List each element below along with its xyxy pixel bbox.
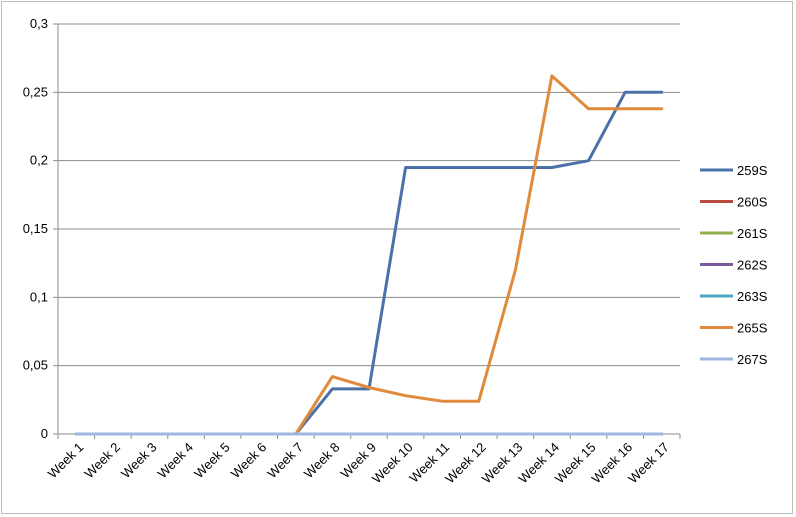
x-tick-label: Week 8 [301, 440, 343, 482]
x-tick-label: Week 7 [264, 440, 306, 482]
y-tick-label: 0,25 [23, 84, 48, 99]
x-tick-label: Week 17 [625, 440, 672, 487]
legend-label: 261S [737, 226, 768, 241]
legend-label: 265S [737, 321, 768, 336]
y-tick-label: 0,1 [30, 289, 48, 304]
y-axis-ticks: 0 0,05 0,1 0,15 0,2 0,25 0,3 [23, 16, 58, 441]
legend-label: 262S [737, 258, 768, 273]
y-tick-label: 0 [41, 426, 48, 441]
legend-label: 259S [737, 163, 768, 178]
x-tick-label: Week 5 [191, 440, 233, 482]
gridlines [58, 23, 680, 367]
legend-label: 260S [737, 195, 768, 210]
y-tick-label: 0,15 [23, 221, 48, 236]
series-line-259S [74, 90, 664, 436]
y-tick-label: 0,05 [23, 358, 48, 373]
legend: 259S 260S 261S 262S 263S 265S 267S [700, 163, 768, 367]
x-tick-label: Week 6 [228, 440, 270, 482]
x-tick-label: Week 2 [81, 440, 123, 482]
x-tick-label: Week 10 [369, 440, 416, 487]
x-tick-label: Week 1 [45, 440, 87, 482]
legend-label: 267S [737, 352, 768, 367]
y-tick-label: 0,3 [30, 16, 48, 31]
x-tick-label: Week 3 [118, 440, 160, 482]
legend-label: 263S [737, 289, 768, 304]
x-tick-label: Week 4 [155, 440, 197, 482]
series-lines [74, 74, 664, 436]
y-tick-label: 0,2 [30, 153, 48, 168]
